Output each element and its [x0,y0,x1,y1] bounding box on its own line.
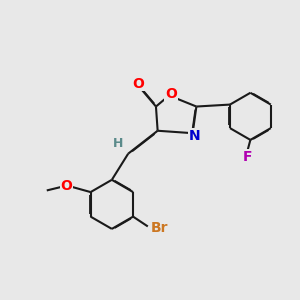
Text: O: O [132,76,144,91]
Text: F: F [243,150,253,164]
Text: O: O [165,87,177,101]
Text: O: O [60,178,72,193]
Text: H: H [113,137,124,150]
Text: N: N [188,129,200,143]
Text: Br: Br [151,221,168,235]
